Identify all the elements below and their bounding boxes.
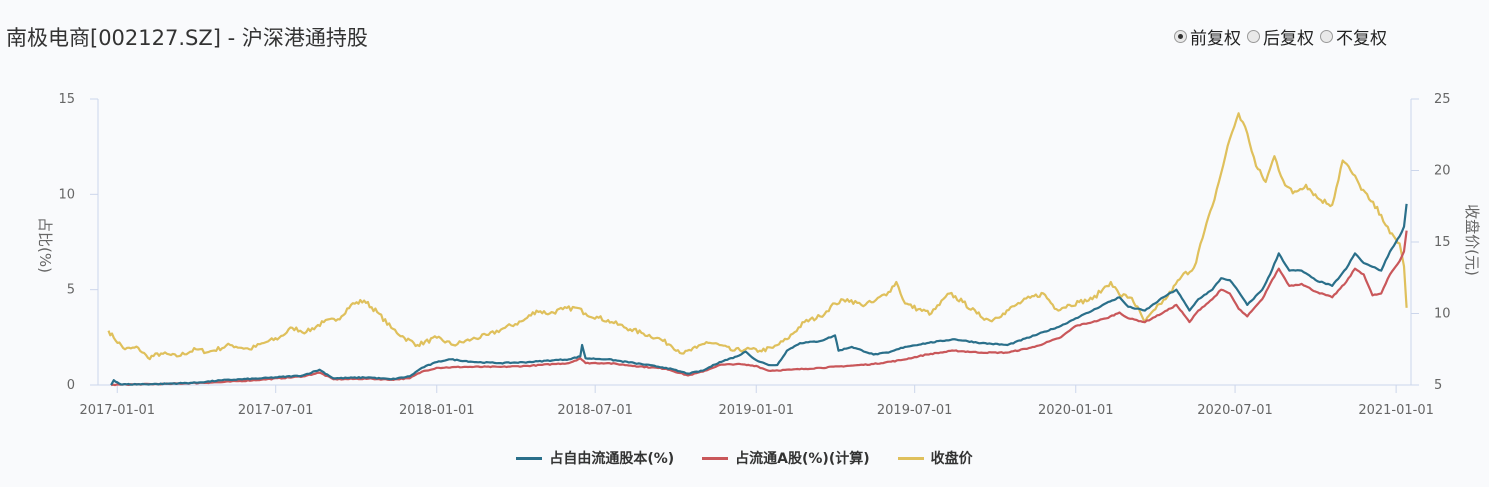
x-tick-label: 2018-01-01: [399, 403, 475, 418]
legend-label: 收盘价: [930, 451, 973, 467]
x-tick-label: 2018-07-01: [557, 403, 633, 418]
radio-label: 不复权: [1336, 29, 1387, 49]
y-left-tick-label: 10: [58, 187, 75, 202]
chart-axes: 0 5 10 15 5 10 15 20 25 2017-01-01 2017-07-01 2018-…: [58, 92, 1450, 418]
y-left-tick-label: 15: [58, 92, 75, 107]
chart-legend: 占自由流通股本(%) 占流通A股(%)(计算) 收盘价: [0, 448, 1489, 468]
x-tick-label: 2020-01-01: [1038, 403, 1114, 418]
x-tick-label: 2017-01-01: [79, 403, 155, 418]
y-right-tick-label: 20: [1434, 164, 1451, 179]
x-tick-label: 2021-01-01: [1358, 403, 1434, 418]
radio-unadjusted[interactable]: 不复权: [1320, 24, 1387, 49]
legend-swatch: [897, 456, 924, 460]
price-adjust-radio-group: 前复权 后复权 不复权: [1174, 24, 1393, 49]
legend-label: 占流通A股(%)(计算): [735, 451, 870, 467]
y-axis-left-label: 占比(%): [36, 217, 54, 273]
x-tick-label: 2019-07-01: [877, 403, 953, 418]
series-line-1: [110, 230, 1408, 387]
x-tick-label: 2020-07-01: [1197, 403, 1273, 418]
y-right-tick-label: 10: [1434, 307, 1451, 322]
y-axis-right-label: 收盘价(元): [1463, 204, 1481, 276]
radio-label: 后复权: [1263, 29, 1314, 49]
legend-swatch: [702, 456, 729, 460]
x-tick-label: 2019-01-01: [718, 403, 794, 418]
legend-item-float-a-share[interactable]: 占流通A股(%)(计算): [702, 448, 870, 468]
radio-forward-adjusted[interactable]: 前复权: [1174, 24, 1241, 49]
radio-backward-adjusted[interactable]: 后复权: [1247, 24, 1314, 49]
radio-label: 前复权: [1190, 29, 1241, 49]
radio-dot-icon[interactable]: [1320, 30, 1333, 43]
chart-series: [107, 112, 1408, 387]
legend-swatch: [516, 456, 543, 460]
y-left-tick-label: 0: [67, 378, 75, 393]
radio-dot-icon[interactable]: [1247, 30, 1260, 43]
y-left-tick-label: 5: [67, 283, 75, 298]
series-line-2: [107, 112, 1408, 361]
legend-item-close-price[interactable]: 收盘价: [897, 448, 973, 468]
y-right-tick-label: 15: [1434, 235, 1451, 250]
legend-item-free-float[interactable]: 占自由流通股本(%): [516, 448, 674, 468]
radio-dot-icon[interactable]: [1174, 30, 1187, 43]
series-line-0: [110, 203, 1408, 386]
y-right-tick-label: 25: [1434, 92, 1451, 107]
chart-title: 南极电商[002127.SZ] - 沪深港通持股: [6, 26, 368, 50]
y-right-tick-label: 5: [1434, 378, 1442, 393]
x-tick-label: 2017-07-01: [238, 403, 314, 418]
legend-label: 占自由流通股本(%): [549, 451, 675, 467]
